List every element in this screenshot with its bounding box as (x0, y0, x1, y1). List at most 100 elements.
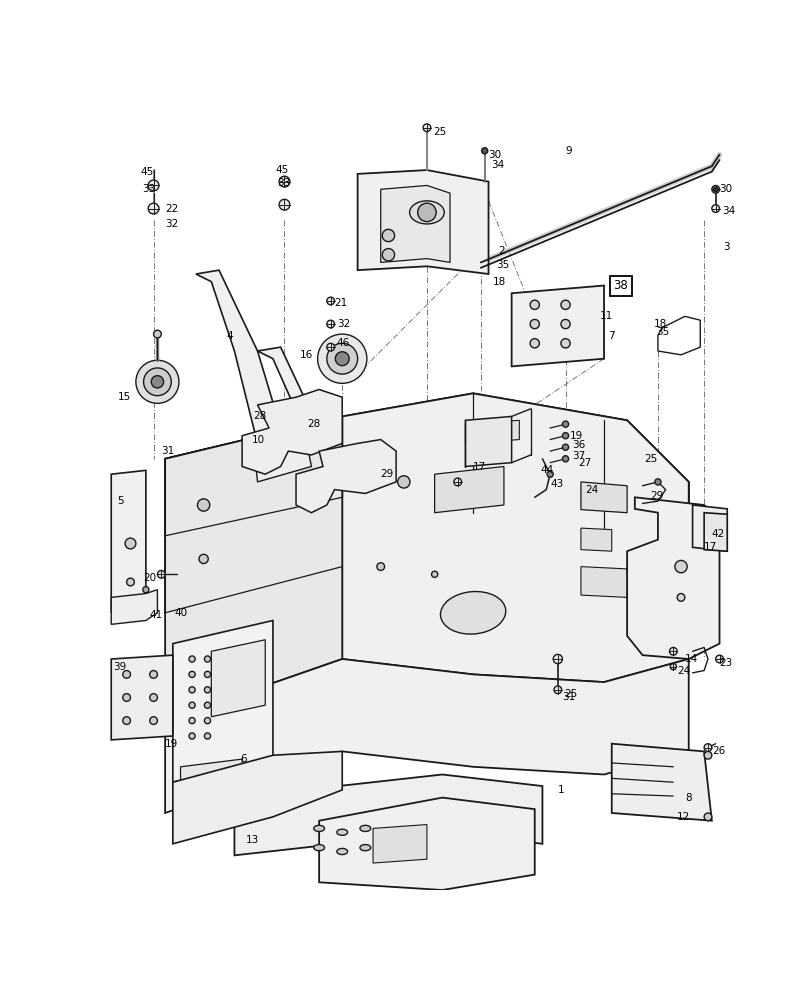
Circle shape (562, 456, 568, 462)
Circle shape (122, 694, 131, 701)
Circle shape (711, 185, 719, 193)
Circle shape (711, 205, 719, 212)
Circle shape (376, 563, 384, 570)
Polygon shape (380, 185, 449, 262)
Polygon shape (165, 659, 688, 813)
Circle shape (397, 476, 410, 488)
Text: 28: 28 (307, 419, 320, 429)
Text: 17: 17 (473, 462, 486, 472)
Circle shape (674, 560, 686, 573)
Polygon shape (165, 393, 688, 721)
Circle shape (317, 334, 367, 383)
Text: 44: 44 (539, 465, 552, 475)
Circle shape (676, 594, 684, 601)
Polygon shape (703, 513, 727, 551)
Text: 38: 38 (613, 279, 628, 292)
Text: 34: 34 (491, 160, 504, 170)
Text: 9: 9 (564, 146, 572, 156)
Text: 17: 17 (703, 542, 716, 552)
Circle shape (204, 733, 210, 739)
Ellipse shape (313, 825, 324, 831)
Circle shape (189, 671, 195, 677)
Circle shape (547, 471, 552, 477)
Circle shape (204, 718, 210, 724)
Polygon shape (465, 420, 519, 443)
Text: 39: 39 (113, 662, 126, 672)
Text: 3: 3 (723, 242, 729, 252)
Text: 7: 7 (607, 331, 614, 341)
Circle shape (552, 654, 562, 664)
Polygon shape (257, 347, 311, 428)
Text: 25: 25 (643, 454, 657, 464)
Text: 43: 43 (550, 479, 563, 489)
Text: 40: 40 (174, 608, 187, 618)
Polygon shape (511, 286, 603, 366)
Circle shape (189, 718, 195, 724)
Circle shape (204, 702, 210, 708)
Text: 32: 32 (165, 219, 178, 229)
Text: 33: 33 (142, 184, 155, 194)
Circle shape (149, 694, 157, 701)
Circle shape (148, 203, 159, 214)
Circle shape (204, 687, 210, 693)
Text: 18: 18 (491, 277, 505, 287)
Text: 34: 34 (721, 206, 734, 216)
Circle shape (417, 203, 436, 222)
Circle shape (335, 352, 349, 366)
Polygon shape (180, 759, 242, 790)
Polygon shape (173, 751, 341, 844)
Circle shape (326, 343, 334, 351)
Circle shape (668, 647, 676, 655)
Circle shape (423, 124, 431, 132)
Circle shape (713, 187, 717, 192)
Circle shape (125, 538, 135, 549)
Circle shape (189, 733, 195, 739)
Text: 12: 12 (676, 812, 689, 822)
Circle shape (153, 330, 161, 338)
Polygon shape (372, 825, 427, 863)
Circle shape (148, 180, 159, 191)
Circle shape (560, 339, 569, 348)
Text: 26: 26 (711, 746, 724, 756)
Ellipse shape (337, 829, 347, 835)
Circle shape (560, 300, 569, 309)
Text: 20: 20 (144, 573, 157, 583)
Ellipse shape (337, 848, 347, 855)
Text: 27: 27 (578, 458, 591, 468)
Text: 32: 32 (337, 319, 350, 329)
Circle shape (327, 343, 357, 374)
Circle shape (151, 376, 163, 388)
Circle shape (431, 571, 437, 577)
Polygon shape (165, 416, 341, 721)
Polygon shape (341, 393, 688, 682)
Text: 14: 14 (684, 654, 697, 664)
Circle shape (654, 479, 660, 485)
Circle shape (382, 229, 394, 242)
Polygon shape (465, 416, 511, 466)
Text: 31: 31 (561, 692, 574, 702)
Circle shape (703, 751, 711, 759)
Circle shape (149, 671, 157, 678)
Circle shape (669, 664, 676, 670)
Text: 33: 33 (277, 178, 290, 188)
Text: 28: 28 (253, 411, 267, 421)
Polygon shape (611, 744, 711, 821)
Text: 25: 25 (564, 689, 577, 699)
Text: 2: 2 (497, 246, 504, 256)
Polygon shape (319, 798, 534, 890)
Ellipse shape (409, 201, 444, 224)
Polygon shape (111, 470, 146, 613)
Circle shape (703, 744, 711, 751)
Circle shape (204, 671, 210, 677)
Polygon shape (165, 393, 688, 551)
Text: 36: 36 (571, 440, 584, 450)
Text: 15: 15 (118, 392, 131, 402)
Text: 30: 30 (488, 150, 501, 160)
Polygon shape (111, 655, 173, 740)
Circle shape (530, 319, 539, 329)
Circle shape (553, 686, 561, 694)
Text: 1: 1 (557, 785, 564, 795)
Circle shape (189, 687, 195, 693)
Circle shape (122, 717, 131, 724)
Polygon shape (211, 640, 265, 717)
